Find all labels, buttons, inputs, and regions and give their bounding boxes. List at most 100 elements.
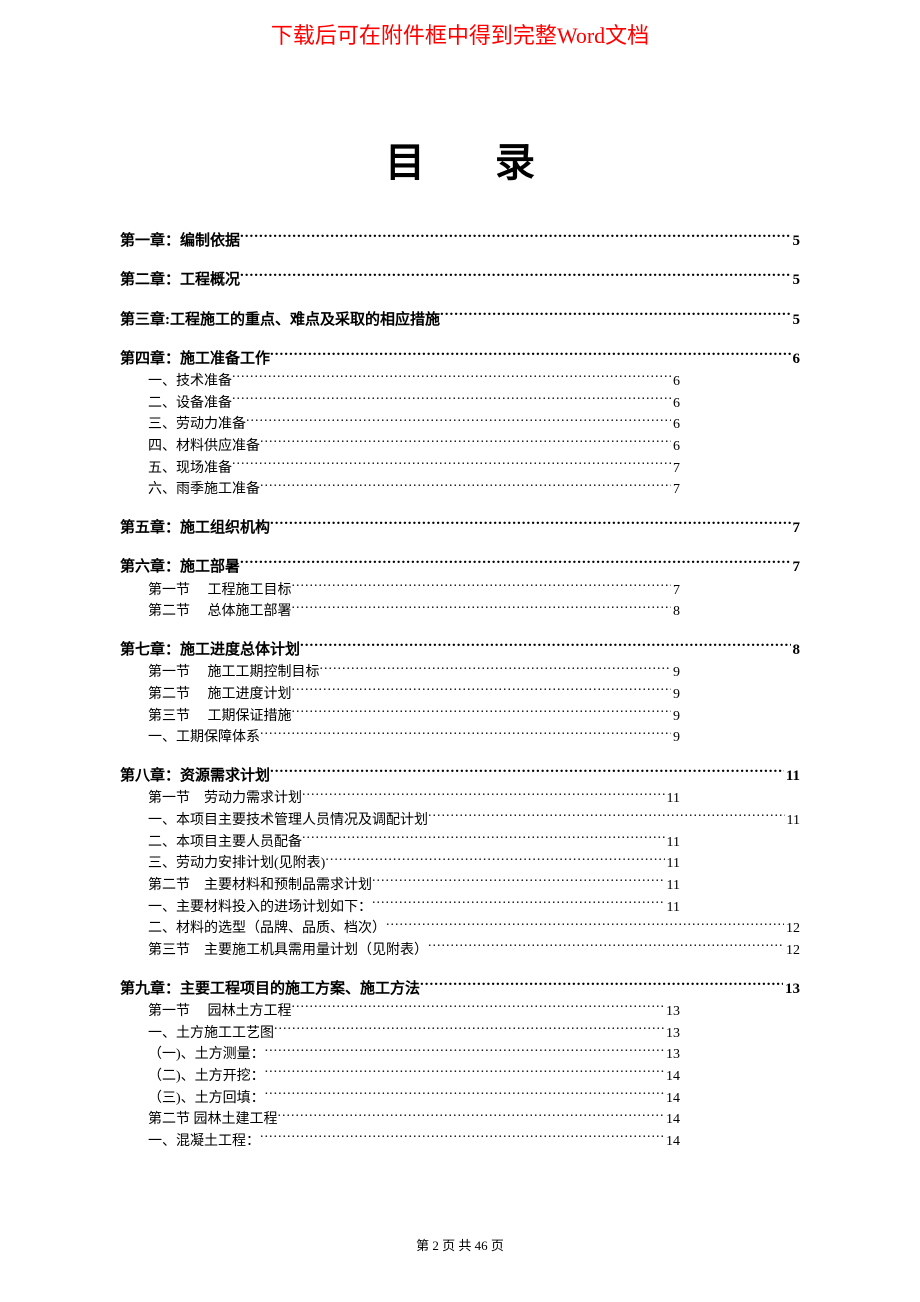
- toc-page-number: 6: [671, 371, 680, 393]
- header-notice-text: 下载后可在附件框中得到完整Word文档: [271, 23, 649, 48]
- toc-leader-dots: [278, 1109, 665, 1123]
- toc-leader-dots: [302, 788, 665, 802]
- toc-leader-dots: [260, 1131, 664, 1145]
- toc-page-number: 9: [671, 662, 680, 684]
- toc-leader-dots: [302, 832, 665, 846]
- toc-sub-item: （三)、土方回填： 14: [120, 1088, 800, 1110]
- toc-page-number: 11: [785, 810, 800, 832]
- toc-leader-dots: [240, 230, 790, 245]
- toc-sub-item: 第一节 园林土方工程13: [120, 1001, 800, 1023]
- toc-leader-dots: [320, 662, 672, 676]
- toc-label: 第八章：资源需求计划: [120, 765, 270, 788]
- toc-page-number: 12: [784, 918, 800, 940]
- toc-label: 一、土方施工工艺图: [148, 1023, 274, 1045]
- toc-page-number: 14: [664, 1131, 680, 1153]
- toc-page-number: 13: [664, 1044, 680, 1066]
- toc-label: 第二章：工程概况: [120, 269, 240, 292]
- toc-label: 一、混凝土工程：: [148, 1131, 260, 1153]
- toc-leader-dots: [292, 1001, 665, 1015]
- toc-chapter: 第八章：资源需求计划11: [120, 765, 800, 788]
- toc-page-number: 13: [783, 978, 800, 1001]
- toc-page-number: 6: [671, 436, 680, 458]
- toc-sub-item: 一、主要材料投入的进场计划如下： 11: [120, 897, 800, 919]
- toc-chapter: 第一章：编制依据5: [120, 230, 800, 253]
- toc-sub-item: 一、本项目主要技术管理人员情况及调配计划11: [120, 810, 800, 832]
- toc-leader-dots: [265, 1044, 664, 1058]
- toc-leader-dots: [372, 897, 665, 911]
- toc-leader-dots: [420, 978, 783, 993]
- toc-label: 一、主要材料投入的进场计划如下：: [148, 897, 372, 919]
- toc-leader-dots: [270, 348, 790, 363]
- toc-chapter: 第五章：施工组织机构7: [120, 517, 800, 540]
- toc-label: 第三节 工期保证措施: [148, 706, 292, 728]
- toc-label: 第一节 工程施工目标: [148, 580, 292, 602]
- toc-label: 二、材料的选型（品牌、品质、档次）: [148, 918, 386, 940]
- toc-leader-dots: [372, 875, 665, 889]
- toc-leader-dots: [300, 639, 790, 654]
- toc-chapter: 第七章：施工进度总体计划8: [120, 639, 800, 662]
- toc-page-number: 6: [791, 348, 801, 371]
- toc-label: 一、工期保障体系: [148, 727, 260, 749]
- toc-page-number: 11: [665, 897, 680, 919]
- toc-container: 第一章：编制依据5第二章：工程概况5第三章:工程施工的重点、难点及采取的相应措施…: [0, 230, 920, 1153]
- toc-page-number: 9: [671, 727, 680, 749]
- toc-page-number: 5: [791, 269, 801, 292]
- toc-label: （三)、土方回填：: [148, 1088, 265, 1110]
- toc-page-number: 14: [664, 1088, 680, 1110]
- toc-page-number: 13: [664, 1001, 680, 1023]
- toc-page-number: 14: [664, 1066, 680, 1088]
- toc-sub-item: 第三节 工期保证措施9: [120, 706, 800, 728]
- toc-page-number: 7: [791, 556, 801, 579]
- toc-leader-dots: [240, 269, 790, 284]
- toc-page-number: 11: [665, 875, 680, 897]
- toc-chapter: 第九章：主要工程项目的施工方案、施工方法 13: [120, 978, 800, 1001]
- toc-sub-item: 一、技术准备 6: [120, 371, 800, 393]
- toc-sub-item: 三、劳动力准备6: [120, 414, 800, 436]
- toc-label: 第四章：施工准备工作: [120, 348, 270, 371]
- toc-page-number: 11: [665, 788, 680, 810]
- page-footer: 第 2 页 共 46 页: [0, 1235, 920, 1254]
- toc-sub-item: 第二节 园林土建工程14: [120, 1109, 800, 1131]
- toc-sub-item: 四、材料供应准备 6: [120, 436, 800, 458]
- toc-chapter: 第六章：施工部暑7: [120, 556, 800, 579]
- toc-page-number: 13: [664, 1023, 680, 1045]
- toc-leader-dots: [232, 458, 671, 472]
- toc-leader-dots: [440, 309, 791, 324]
- toc-label: 第九章：主要工程项目的施工方案、施工方法: [120, 978, 420, 1001]
- toc-page-number: 8: [791, 639, 801, 662]
- toc-label: 第三章:工程施工的重点、难点及采取的相应措施: [120, 309, 440, 332]
- toc-leader-dots: [325, 853, 664, 867]
- toc-label: 第二节 主要材料和预制品需求计划: [148, 875, 372, 897]
- toc-leader-dots: [270, 517, 790, 532]
- toc-label: 六、雨季施工准备: [148, 479, 260, 501]
- toc-label: 第一章：编制依据: [120, 230, 240, 253]
- toc-leader-dots: [274, 1023, 664, 1037]
- toc-leader-dots: [240, 556, 790, 571]
- toc-sub-item: 五、现场准备7: [120, 458, 800, 480]
- toc-leader-dots: [428, 810, 785, 824]
- toc-chapter: 第二章：工程概况 5: [120, 269, 800, 292]
- toc-label: 第一节 施工工期控制目标: [148, 662, 320, 684]
- toc-page-number: 8: [671, 601, 680, 623]
- toc-leader-dots: [260, 727, 671, 741]
- toc-leader-dots: [428, 940, 784, 954]
- toc-page-number: 11: [665, 832, 680, 854]
- toc-label: 一、技术准备: [148, 371, 232, 393]
- toc-label: 第五章：施工组织机构: [120, 517, 270, 540]
- toc-sub-item: 三、劳动力安排计划(见附表)11: [120, 853, 800, 875]
- toc-sub-item: （一)、土方测量：13: [120, 1044, 800, 1066]
- toc-label: （二)、土方开挖：: [148, 1066, 265, 1088]
- toc-leader-dots: [232, 371, 671, 385]
- toc-sub-item: 第二节 总体施工部署8: [120, 601, 800, 623]
- toc-leader-dots: [292, 601, 672, 615]
- toc-page-number: 12: [784, 940, 800, 962]
- toc-leader-dots: [292, 706, 672, 720]
- toc-sub-item: 第二节 施工进度计划9: [120, 684, 800, 706]
- toc-page-number: 5: [791, 309, 801, 332]
- toc-label: 四、材料供应准备: [148, 436, 260, 458]
- toc-page-number: 7: [671, 580, 680, 602]
- toc-sub-item: 第一节 工程施工目标 7: [120, 580, 800, 602]
- toc-leader-dots: [260, 436, 671, 450]
- toc-sub-item: 一、混凝土工程： 14: [120, 1131, 800, 1153]
- toc-label: 第一节 劳动力需求计划: [148, 788, 302, 810]
